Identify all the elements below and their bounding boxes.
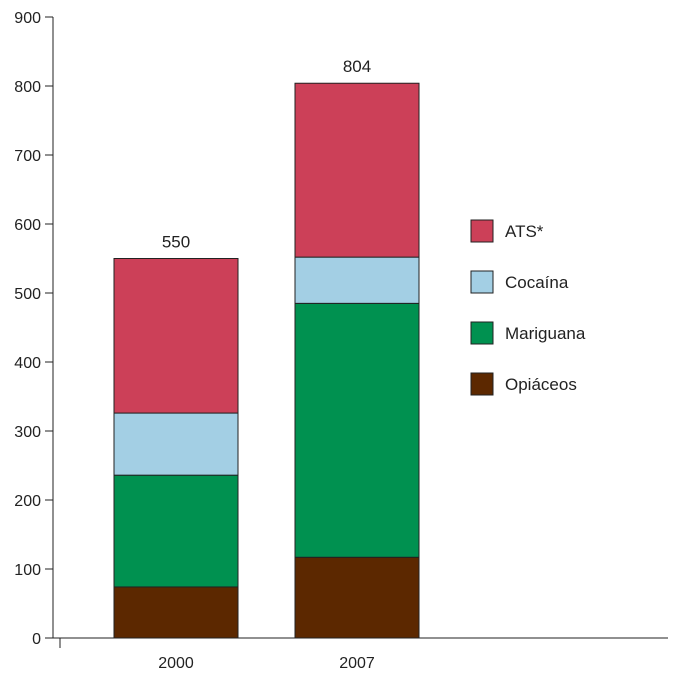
y-axis: 0 100 200 300 400 500 600 700 800 900: [14, 10, 54, 648]
x-tick-label: 2000: [158, 655, 194, 672]
legend-swatch: [470, 372, 494, 396]
legend-swatch: [470, 321, 494, 345]
bar-segment: [113, 258, 239, 414]
x-axis: 2000 2007: [53, 637, 668, 672]
legend-swatch: [470, 270, 494, 294]
bar-segment: [113, 586, 239, 639]
y-tick-label: 300: [14, 424, 41, 441]
bar-total-label: 804: [343, 57, 371, 76]
legend-label: Opiáceos: [505, 375, 577, 394]
bar-segment: [294, 82, 420, 258]
y-tick-label: 200: [14, 493, 41, 510]
x-tick-label: 2007: [339, 655, 375, 672]
y-tick-label: 900: [14, 10, 41, 27]
bar-segment: [113, 412, 239, 476]
bar-totals: 550 804: [162, 57, 371, 251]
legend-swatch: [470, 219, 494, 243]
bar-segment: [294, 256, 420, 304]
bar-segment: [113, 474, 239, 588]
legend-label: Cocaína: [505, 273, 569, 292]
legend: ATS* Cocaína Mariguana Opiáceos: [470, 219, 586, 396]
bar-total-label: 550: [162, 233, 190, 252]
y-tick-label: 100: [14, 562, 41, 579]
y-tick-label: 700: [14, 148, 41, 165]
bar-segment: [294, 556, 420, 639]
y-tick-label: 600: [14, 217, 41, 234]
bar-segment: [294, 302, 420, 558]
y-tick-label: 0: [32, 631, 41, 648]
y-tick-label: 800: [14, 79, 41, 96]
legend-label: ATS*: [505, 222, 544, 241]
y-tick-label: 400: [14, 355, 41, 372]
bars: [113, 82, 420, 639]
legend-label: Mariguana: [505, 324, 586, 343]
y-tick-label: 500: [14, 286, 41, 303]
